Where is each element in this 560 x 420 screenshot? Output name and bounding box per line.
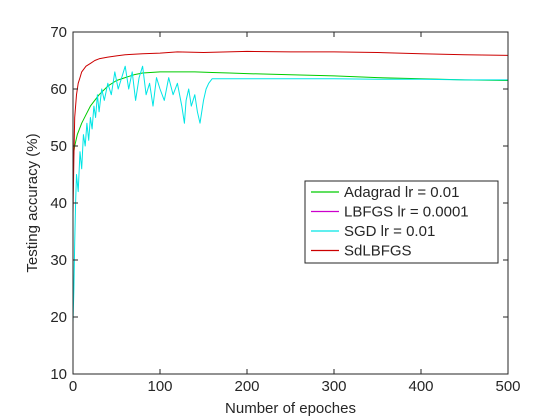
legend-label-sgd: SGD lr = 0.01 — [344, 223, 435, 240]
y-axis-label: Testing accuracy (%) — [24, 133, 41, 272]
legend: Adagrad lr = 0.01 LBFGS lr = 0.0001 SGD lr… — [304, 180, 499, 264]
axes-layer: 0 100 200 300 400 500 10 20 30 40 50 60 70 — [50, 24, 520, 395]
x-tick-label: 200 — [234, 378, 259, 395]
legend-box — [304, 180, 499, 264]
y-tick-label: 60 — [50, 81, 67, 98]
y-tick-label: 20 — [50, 309, 67, 326]
x-tick-label: 0 — [69, 378, 77, 395]
series-line-sgd — [72, 65, 508, 323]
x-axis-label: Number of epoches — [225, 400, 356, 417]
y-tick-label: 40 — [50, 195, 67, 212]
legend-label-lbfgs: LBFGS lr = 0.0001 — [344, 204, 469, 221]
y-tick-label: 30 — [50, 252, 67, 269]
legend-label-adagrad: Adagrad lr = 0.01 — [344, 184, 460, 201]
x-tick-label: 300 — [321, 378, 346, 395]
y-tick-label: 50 — [50, 138, 67, 155]
y-tick-label: 10 — [50, 366, 67, 383]
x-tick-label: 100 — [147, 378, 172, 395]
x-tick-label: 400 — [408, 378, 433, 395]
series-line-sdlbfgs — [72, 50, 509, 215]
legend-label-sdlbfgs: SdLBFGS — [344, 243, 412, 260]
x-tick-label: 500 — [495, 378, 520, 395]
y-tick-label: 70 — [50, 24, 67, 41]
series-line-adagrad — [72, 71, 509, 158]
